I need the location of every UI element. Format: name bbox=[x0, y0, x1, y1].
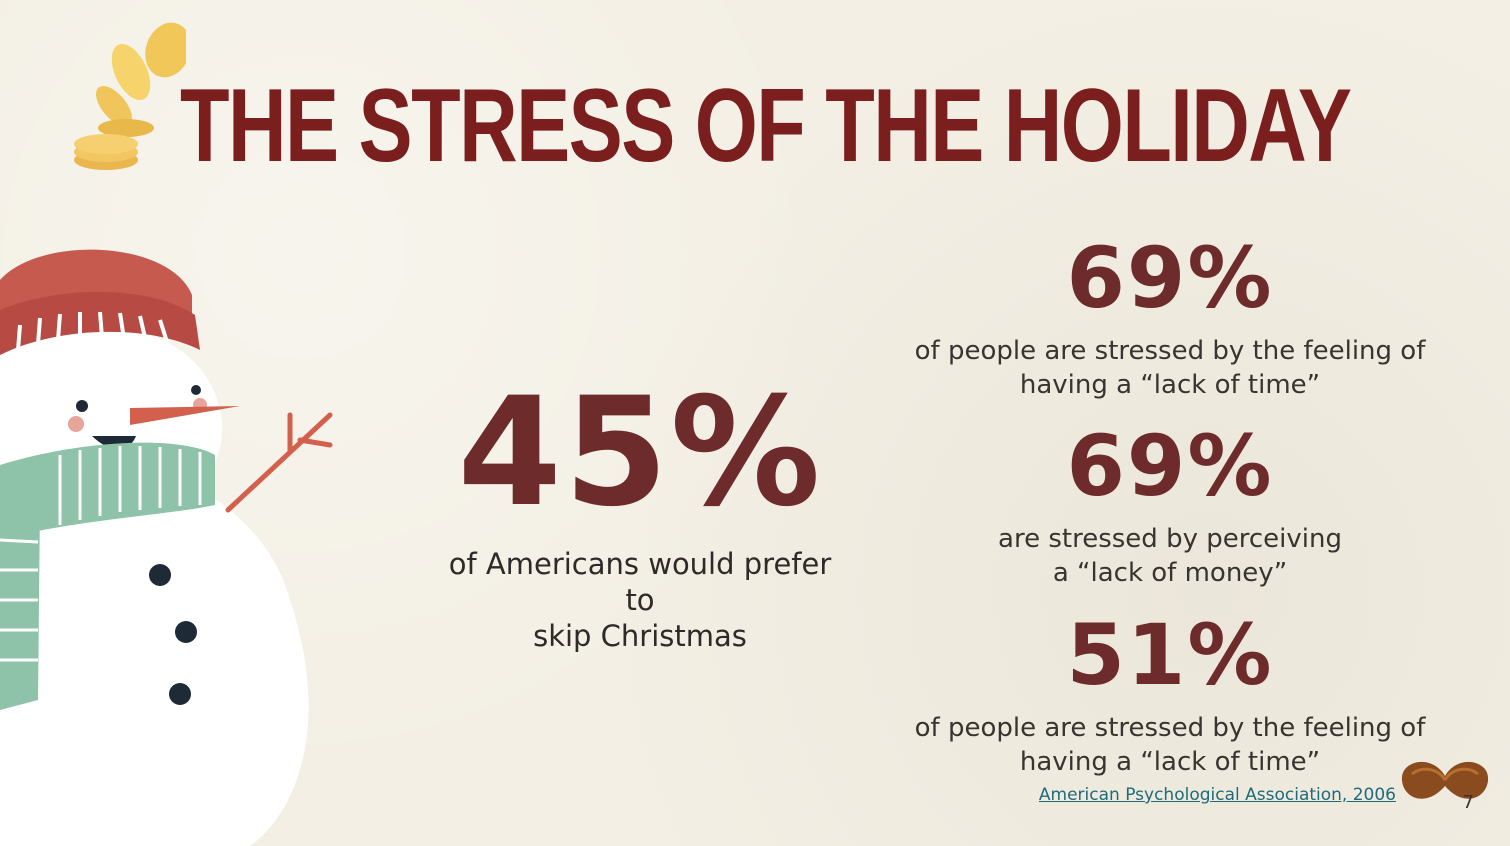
potato-chips-icon bbox=[74, 22, 186, 170]
stat-item-1: 69% of people are stressed by the feelin… bbox=[905, 236, 1435, 402]
slide-title: THE STRESS OF THE HOLIDAY bbox=[180, 68, 1352, 184]
main-stat-caption-line1: of Americans would prefer to bbox=[448, 547, 832, 617]
main-stat-value: 45% bbox=[457, 366, 823, 540]
stat-caption-3-line1: of people are stressed by the feeling of bbox=[914, 713, 1426, 743]
stat-caption-3-line2: having a “lack of time” bbox=[1019, 747, 1321, 777]
stat-value-1: 69% bbox=[1066, 229, 1274, 327]
stat-item-2: 69% are stressed by perceiving a “lack o… bbox=[905, 424, 1435, 590]
main-stat: 45% of Americans would prefer to skip Ch… bbox=[440, 378, 840, 654]
stat-caption-3: of people are stressed by the feeling of… bbox=[905, 711, 1435, 779]
stat-value-3: 51% bbox=[1066, 606, 1274, 704]
stat-caption-2-line1: are stressed by perceiving bbox=[998, 524, 1342, 554]
snowman-illustration bbox=[0, 249, 333, 846]
main-stat-caption-line2: skip Christmas bbox=[533, 619, 747, 653]
mustache-icon bbox=[1401, 761, 1489, 799]
stat-caption-2: are stressed by perceiving a “lack of mo… bbox=[905, 522, 1435, 590]
stat-value-2: 69% bbox=[1066, 417, 1274, 515]
page-number: 7 bbox=[1462, 792, 1474, 813]
source-link[interactable]: American Psychological Association, 2006 bbox=[1038, 785, 1396, 805]
stat-item-3: 51% of people are stressed by the feelin… bbox=[905, 613, 1435, 779]
stat-caption-1-line1: of people are stressed by the feeling of bbox=[914, 336, 1426, 366]
stat-caption-1: of people are stressed by the feeling of… bbox=[905, 334, 1435, 402]
main-stat-caption: of Americans would prefer to skip Christ… bbox=[440, 546, 840, 654]
stat-caption-1-line2: having a “lack of time” bbox=[1019, 370, 1321, 400]
stat-caption-2-line2: a “lack of money” bbox=[1052, 558, 1288, 588]
